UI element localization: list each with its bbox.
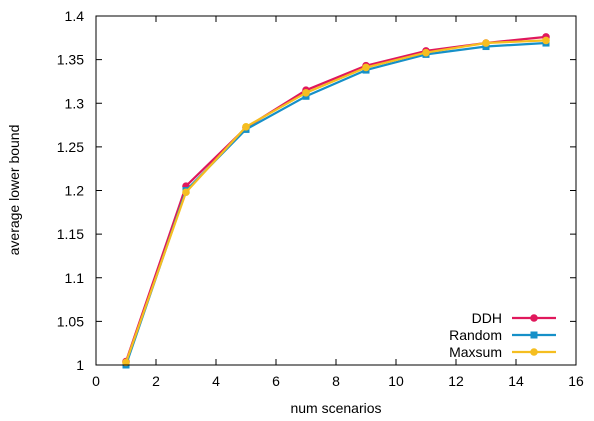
x-tick-label: 10 (388, 373, 404, 389)
x-tick-label: 14 (508, 373, 524, 389)
series-line (124, 39, 547, 363)
legend-label: DDH (472, 310, 502, 326)
data-point (302, 88, 310, 97)
legend-label: Random (449, 327, 502, 343)
data-point (422, 48, 430, 57)
y-tick-label: 1.3 (65, 95, 85, 111)
data-point (182, 188, 190, 197)
axis-ticks: 0 2 4 6 8 10 12 14 16 1 1.05 1.1 1.15 1.2 1.25 1.3 1.35 1… (57, 8, 584, 389)
y-tick-label: 1.4 (65, 8, 85, 24)
x-tick-label: 12 (448, 373, 464, 389)
data-point (362, 63, 370, 72)
data-point (242, 123, 250, 131)
x-tick-label: 16 (568, 373, 584, 389)
legend-marker (530, 348, 538, 356)
y-tick-label: 1.15 (57, 226, 84, 242)
data-point (482, 39, 490, 47)
legend-item: DDH (472, 310, 556, 326)
legend-marker (530, 331, 538, 339)
legend-item: Random (449, 327, 556, 343)
y-tick-label: 1.05 (57, 313, 84, 329)
x-tick-label: 0 (92, 373, 100, 389)
y-tick-label: 1.2 (65, 183, 85, 199)
x-tick-label: 6 (272, 373, 280, 389)
y-tick-label: 1.1 (65, 270, 85, 286)
y-tick-label: 1.35 (57, 52, 84, 68)
y-tick-label: 1 (76, 357, 84, 373)
plot-series (122, 33, 550, 369)
x-tick-label: 4 (212, 373, 220, 389)
data-point (542, 36, 550, 45)
data-point (122, 358, 130, 367)
y-tick-label: 1.25 (57, 139, 84, 155)
legend-marker (530, 314, 538, 322)
x-tick-label: 8 (332, 373, 340, 389)
legend-item: Maxsum (449, 344, 556, 360)
x-axis-title: num scenarios (290, 400, 381, 416)
series-maxsum (122, 36, 550, 367)
legend-label: Maxsum (449, 344, 502, 360)
x-tick-label: 2 (152, 373, 160, 389)
plot-frame (95, 15, 577, 366)
y-axis-title: average lower bound (6, 125, 22, 256)
